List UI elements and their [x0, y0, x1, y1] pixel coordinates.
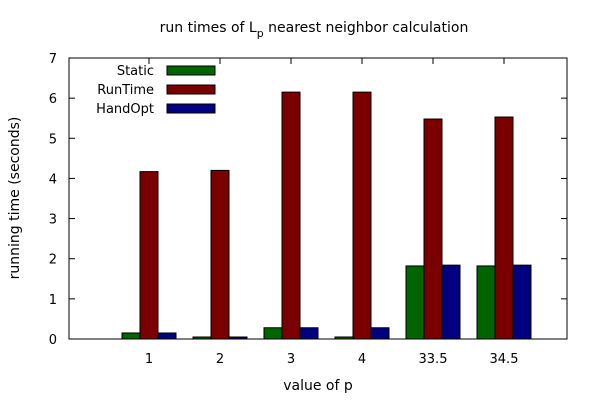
x-tick-label: 1 — [145, 352, 153, 367]
bar-handopt-33.5 — [441, 264, 461, 340]
y-tick-label: 4 — [49, 172, 57, 187]
y-tick-label: 3 — [49, 213, 57, 228]
y-tick-label: 2 — [49, 253, 57, 268]
legend-label: HandOpt — [96, 102, 154, 117]
bar-runtime-3 — [281, 91, 301, 340]
chart-title-prefix: run times of L — [160, 20, 257, 36]
y-tick-label: 5 — [49, 132, 57, 147]
bar-runtime-4 — [352, 91, 372, 340]
bar-static-3 — [263, 327, 283, 340]
x-axis-label: value of p — [283, 378, 353, 394]
bar-static-2 — [192, 336, 212, 340]
bar-static-4 — [334, 336, 354, 340]
legend: Static RunTime HandOpt — [96, 64, 216, 117]
bar-runtime-2 — [210, 169, 230, 340]
x-tick-label: 34.5 — [490, 352, 519, 367]
bar-runtime-1 — [139, 171, 159, 340]
bar-handopt-3 — [299, 327, 319, 340]
legend-swatch-static — [166, 65, 216, 76]
y-axis: 0 1 2 3 4 5 6 7 — [49, 52, 567, 348]
y-tick-label: 6 — [49, 92, 57, 107]
bar-handopt-34.5 — [512, 264, 532, 340]
x-tick-label: 33.5 — [419, 352, 448, 367]
y-tick-label: 0 — [49, 333, 57, 348]
bar-handopt-2 — [228, 336, 248, 340]
chart-title: run times of Lp nearest neighbor calcula… — [160, 20, 469, 40]
y-axis-label: running time (seconds) — [7, 117, 23, 280]
y-tick-label: 7 — [49, 52, 57, 67]
legend-swatch-handopt — [166, 103, 216, 114]
chart-title-suffix: nearest neighbor calculation — [264, 20, 469, 36]
legend-label: Static — [117, 64, 154, 79]
bar-static-34.5 — [476, 265, 496, 340]
bars-group — [121, 91, 532, 340]
x-tick-label: 3 — [287, 352, 295, 367]
legend-label: RunTime — [97, 83, 154, 98]
bar-runtime-34.5 — [494, 116, 514, 340]
legend-swatch-runtime — [166, 84, 216, 95]
x-tick-label: 2 — [216, 352, 224, 367]
chart-title-subscript: p — [257, 27, 264, 40]
bar-handopt-1 — [157, 332, 177, 340]
bar-runtime-33.5 — [423, 118, 443, 340]
bar-static-33.5 — [405, 265, 425, 340]
y-tick-label: 1 — [49, 293, 57, 308]
bar-static-1 — [121, 332, 141, 340]
bar-handopt-4 — [370, 327, 390, 340]
x-tick-label: 4 — [358, 352, 366, 367]
